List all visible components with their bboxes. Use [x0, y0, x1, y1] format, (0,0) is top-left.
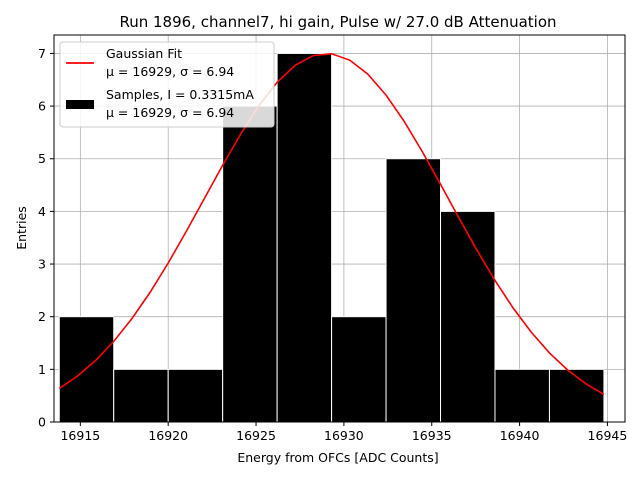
x-tick-label-1: 16920: [148, 428, 188, 443]
y-tick-label-3: 3: [38, 257, 46, 272]
y-axis-label: Entries: [14, 206, 29, 250]
legend-fit-name: Gaussian Fit: [106, 46, 182, 61]
gaussian-fit-line: [58, 52, 605, 396]
legend-fit-stats: μ = 16929, σ = 6.94: [106, 64, 234, 79]
x-tick-label-6: 16945: [588, 428, 628, 443]
y-axis-ticks: 0 1 2 3 4 5 6 7: [38, 46, 54, 430]
plot-frame: [53, 34, 626, 423]
y-tick-label-7: 7: [38, 46, 46, 61]
histogram-bar-1: [113, 368, 169, 423]
y-tick-label-1: 1: [38, 362, 46, 377]
x-tick-label-3: 16930: [324, 428, 364, 443]
histogram-bar-3: [222, 105, 278, 423]
legend-box: [59, 41, 275, 128]
x-tick-label-0: 16915: [60, 428, 100, 443]
y-tick-label-5: 5: [38, 151, 46, 166]
x-axis-ticks: 16915 16920 16925 16930 16935 16940 16945: [60, 422, 627, 443]
y-tick-label-6: 6: [38, 99, 46, 114]
legend-samples-name: Samples, I = 0.3315mA: [106, 87, 254, 102]
legend-samples-stats: μ = 16929, σ = 6.94: [106, 105, 234, 120]
x-tick-label-5: 16940: [500, 428, 540, 443]
x-tick-label-2: 16925: [236, 428, 276, 443]
histogram-bar-7: [440, 210, 496, 423]
histogram-bar-2: [167, 368, 224, 423]
x-tick-label-4: 16935: [412, 428, 452, 443]
chart-title: Run 1896, channel7, hi gain, Pulse w/ 27…: [119, 13, 556, 31]
y-tick-label-4: 4: [38, 204, 46, 219]
y-tick-label-0: 0: [38, 415, 46, 430]
x-axis-label: Energy from OFCs [ADC Counts]: [237, 450, 438, 465]
histogram-bar-5: [331, 316, 387, 423]
histogram-bar-6: [385, 158, 442, 423]
histogram-bar-9: [548, 368, 605, 423]
legend: Gaussian Fit μ = 16929, σ = 6.94 Samples…: [59, 41, 275, 128]
legend-samples-swatch: [66, 100, 94, 109]
histogram-bars: [58, 52, 605, 423]
histogram-bar-8: [494, 368, 550, 423]
y-tick-label-2: 2: [38, 309, 46, 324]
histogram-bar-4: [276, 52, 333, 423]
